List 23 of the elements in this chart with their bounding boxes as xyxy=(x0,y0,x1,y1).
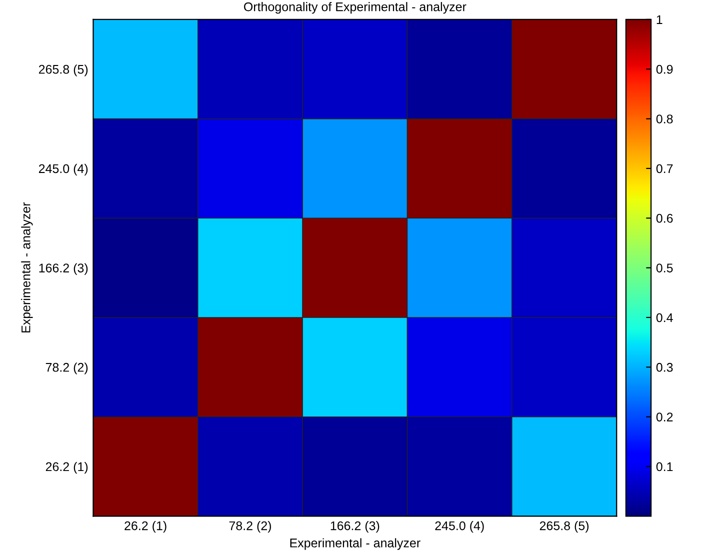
x-tick-label: 265.8 (5) xyxy=(540,521,589,533)
y-tick-label: 78.2 (2) xyxy=(46,362,88,374)
y-axis-title: Experimental - analyzer xyxy=(21,202,33,332)
color-bar-label: 0.7 xyxy=(656,164,673,174)
y-tick-label: 26.2 (1) xyxy=(46,462,88,474)
y-tick-label: 245.0 (4) xyxy=(38,164,88,176)
y-tick-label: 265.8 (5) xyxy=(38,64,88,76)
x-tick-label: 245.0 (4) xyxy=(435,521,484,533)
color-bar-label: 0.3 xyxy=(656,362,673,372)
chart-title: Orthogonality of Experimental - analyzer xyxy=(244,2,466,14)
x-tick-label: 166.2 (3) xyxy=(330,521,380,533)
color-bar-label: 0.2 xyxy=(656,412,673,422)
color-bar-label: 0.1 xyxy=(656,462,673,472)
color-bar-label: 1 xyxy=(656,15,662,24)
x-tick-label: 26.2 (1) xyxy=(124,521,166,533)
color-bar-label: 0.6 xyxy=(656,214,673,223)
x-axis-title: Experimental - analyzer xyxy=(290,538,420,550)
color-bar-label: 0.4 xyxy=(656,313,673,322)
color-bar-label: 0.8 xyxy=(656,114,673,124)
color-bar-label: 0.5 xyxy=(656,264,673,272)
color-bar-label: 0.9 xyxy=(656,64,673,74)
x-tick-label: 78.2 (2) xyxy=(229,521,271,533)
y-tick-label: 166.2 (3) xyxy=(39,263,88,275)
